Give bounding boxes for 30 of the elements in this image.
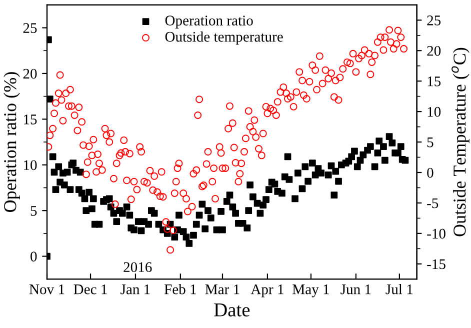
x-tick-label: Mar 1 — [205, 284, 240, 294]
x-tick-label: Jan 1 — [120, 284, 150, 294]
x-tick-label: Dec 1 — [74, 284, 107, 294]
y2-tick-label: 20 — [427, 46, 441, 56]
y2-tick-label: -10 — [427, 228, 446, 239]
y-tick-label: 20 — [23, 68, 37, 79]
x-tick-label: May 1 — [292, 284, 329, 298]
y2-tick-label: -5 — [427, 198, 438, 208]
y2-tick-label: 10 — [428, 106, 441, 117]
y2-tick-label: 5 — [427, 138, 434, 148]
annotation: 2016 — [124, 262, 152, 272]
y-tick-label: 5 — [30, 206, 37, 216]
y2-axis-title: Outside Temperature ($^{o}$C) — [452, 48, 470, 236]
y-axis-title: Operation ratio (%) — [4, 72, 20, 212]
x-tick-label: Apr 1 — [250, 284, 284, 298]
y2-tick-label: 0 — [427, 168, 434, 178]
x-tick-label: Jun 1 — [340, 284, 371, 294]
y-tick-label: 10 — [24, 160, 37, 170]
y-tick-label: 25 — [23, 23, 37, 33]
legend-label: Operation ratio — [165, 16, 253, 28]
y2-tick-label: 25 — [427, 16, 441, 26]
legend-label: Outside temperature — [165, 31, 283, 45]
x-tick-label: Nov 1 — [29, 284, 64, 294]
y-tick-label: 0 — [30, 252, 37, 262]
x-tick-label: Feb 1 — [164, 284, 196, 294]
y-tick-label: 15 — [24, 114, 37, 124]
y2-tick-label: -15 — [427, 259, 446, 270]
x-tick-label: Jul 1 — [386, 284, 413, 294]
y2-tick-label: 15 — [428, 76, 441, 86]
x-axis-title: Date — [214, 304, 250, 316]
